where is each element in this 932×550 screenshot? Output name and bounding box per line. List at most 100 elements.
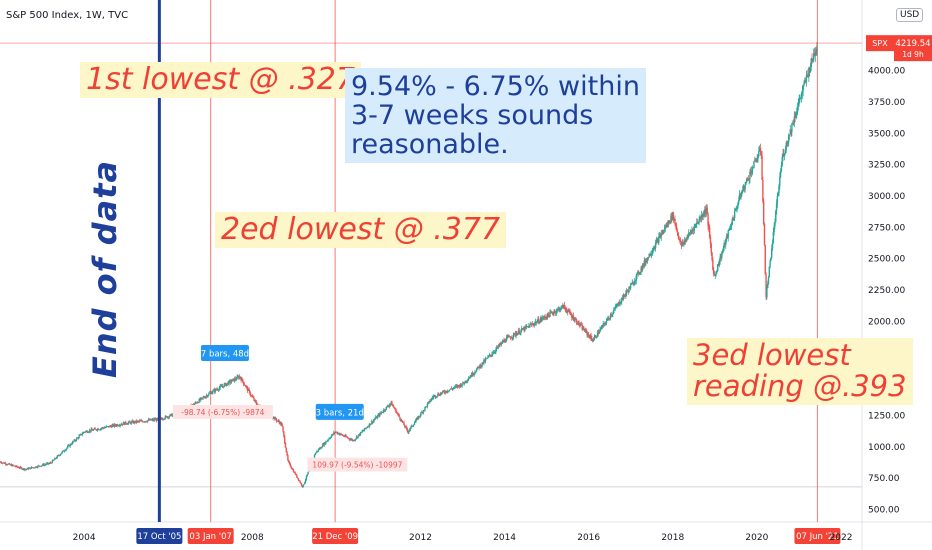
candle-body [721, 250, 724, 254]
candle-body [166, 416, 168, 418]
candle-body [605, 320, 608, 324]
currency-badge[interactable]: USD [896, 8, 924, 22]
candle-body [387, 406, 389, 407]
candle-body [473, 372, 475, 375]
candle-body [0, 461, 2, 463]
candle-body [67, 446, 69, 448]
candle-body [415, 419, 417, 422]
candle-body [385, 406, 387, 410]
candle-body [736, 207, 738, 209]
candle-body [302, 484, 304, 487]
candle-body [571, 315, 574, 318]
candle-body [395, 408, 397, 413]
candle-body [481, 362, 483, 366]
candle-body [606, 318, 608, 321]
candle-body [82, 432, 84, 434]
price-tick-label: 3750.00 [868, 98, 905, 108]
candle-body [347, 437, 350, 439]
candle-body [109, 425, 112, 427]
candle-body [560, 306, 562, 310]
candle-body [676, 230, 679, 233]
candle-body [522, 328, 525, 330]
measure-tag-label: 3 bars, 21d [316, 408, 364, 418]
candle-body [317, 449, 320, 452]
date-marker-badge [794, 528, 841, 544]
candle-body [318, 449, 321, 450]
candle-body [121, 424, 124, 425]
candle-body [87, 432, 89, 434]
candle-body [116, 424, 118, 426]
candle-body [729, 227, 731, 231]
candle-body [164, 416, 167, 419]
candle-body [100, 428, 103, 429]
candle-body [608, 318, 611, 320]
candle-body [409, 427, 412, 430]
candle-body [146, 420, 149, 422]
candle-body [276, 420, 279, 422]
candle-body [92, 429, 95, 431]
chart-title: S&P 500 Index, 1W, TVC [6, 10, 129, 21]
candle-body [63, 450, 65, 452]
candle-body [569, 311, 571, 314]
candle-body [192, 404, 195, 406]
candle-body [566, 310, 568, 313]
candle-body [735, 208, 737, 210]
candle-body [345, 435, 347, 437]
candle-body [296, 474, 298, 478]
candle-body [579, 324, 582, 326]
measure-change-label: -98.74 (-6.75%) -9874 [181, 408, 264, 417]
candle-body [493, 352, 496, 353]
candle-body [587, 334, 589, 335]
candle-body [138, 420, 141, 422]
candle-body [346, 436, 348, 438]
candle-body [536, 321, 538, 324]
candle-body [274, 417, 276, 420]
candle-body [763, 223, 766, 246]
candle-body [107, 426, 109, 427]
candle-body [392, 405, 395, 408]
candle-body [541, 317, 543, 320]
candle-body [511, 337, 513, 339]
candle-body [437, 393, 439, 397]
candle-body [92, 429, 94, 431]
candle-body [375, 416, 378, 419]
candle-body [133, 421, 136, 423]
annotation-second-lowest: 2ed lowest @ .377 [215, 212, 507, 249]
candle-body [629, 287, 631, 289]
candle-body [377, 414, 379, 416]
candle-body [313, 454, 316, 459]
candle-body [26, 468, 29, 470]
candle-body [129, 421, 131, 423]
candle-body [216, 389, 218, 391]
candle-body [540, 317, 542, 320]
candle-body [156, 418, 158, 421]
candle-body [564, 307, 566, 309]
candle-body [283, 436, 286, 443]
candle-body [384, 409, 387, 411]
candle-body [381, 412, 383, 414]
candle-body [742, 190, 744, 192]
candle-body [787, 135, 790, 143]
candle-body [44, 464, 46, 466]
candle-body [687, 236, 689, 240]
candle-body [448, 389, 450, 392]
candle-body [418, 416, 421, 417]
candle-body [581, 324, 583, 330]
candle-body [348, 438, 350, 440]
candle-body [160, 418, 162, 419]
candle-body [112, 424, 114, 426]
candle-body [554, 311, 557, 314]
candle-body [329, 438, 331, 439]
candle-body [342, 435, 345, 437]
candle-body [730, 224, 733, 227]
candle-body [215, 389, 217, 390]
candle-body [668, 220, 671, 223]
candle-body [315, 452, 317, 454]
candle-body [698, 219, 700, 223]
candle-body [651, 251, 654, 254]
candle-body [662, 230, 664, 235]
candle-body [23, 468, 25, 470]
candle-body [298, 480, 300, 482]
candle-body [715, 271, 717, 275]
